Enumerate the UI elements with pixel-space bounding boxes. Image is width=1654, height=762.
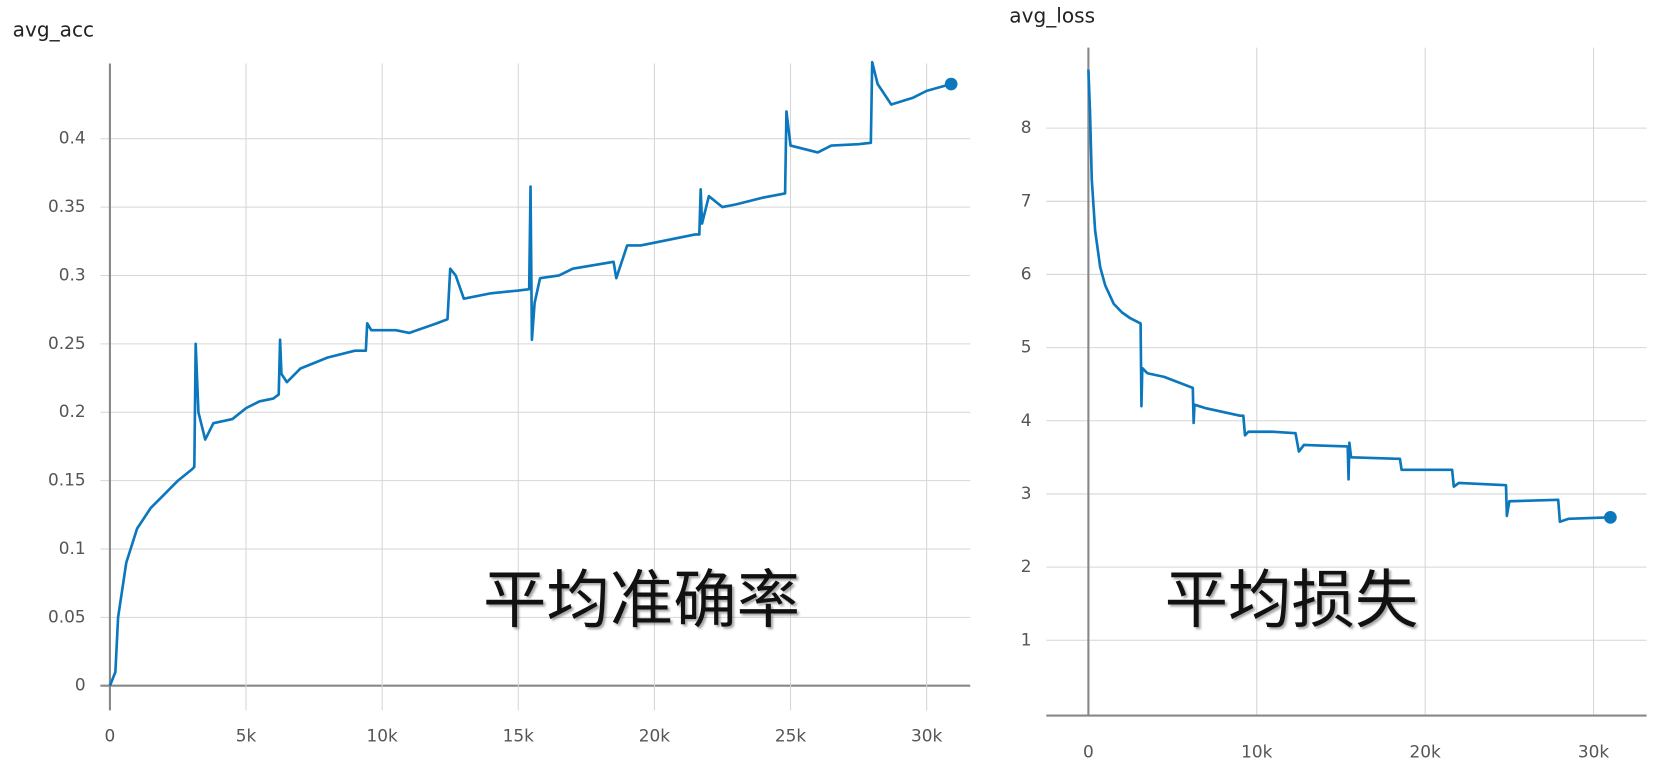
y-tick-label: 0.15 [48, 470, 86, 490]
y-tick-label: 0.4 [59, 128, 86, 148]
end-point [944, 77, 958, 91]
line [1087, 69, 1611, 524]
x-tick-label: 20k [639, 726, 670, 746]
annotation: 平均损失 [1165, 563, 1419, 637]
y-tick-label: 4 [1021, 410, 1032, 430]
y-tick-label: 6 [1021, 263, 1032, 283]
y-tick-label: 0.25 [48, 333, 86, 353]
annotation: 平均准确率 [483, 563, 800, 637]
y-tick-label: 0.05 [48, 606, 86, 626]
x-tick-label: 0 [1083, 742, 1094, 758]
end-point [1604, 511, 1617, 524]
chart-title: avg_loss [1009, 4, 1095, 28]
x-tick-label: 25k [775, 726, 806, 746]
y-tick-label: 8 [1021, 117, 1032, 137]
y-tick-label: 0.3 [59, 264, 86, 284]
x-tick-label: 10k [367, 726, 398, 746]
x-tick-label: 30k [1578, 742, 1609, 758]
y-tick-label: 1 [1021, 629, 1032, 649]
y-tick-label: 0.35 [48, 196, 86, 216]
x-tick-label: 30k [911, 726, 942, 746]
y-tick-label: 7 [1021, 190, 1032, 210]
y-tick-label: 0 [75, 675, 86, 695]
x-tick-label: 5k [236, 726, 257, 746]
line [108, 60, 952, 687]
y-tick-label: 0.2 [59, 401, 86, 421]
chart-title: avg_acc [13, 17, 94, 41]
x-tick-label: 0 [105, 726, 116, 746]
x-tick-label: 10k [1241, 742, 1272, 758]
x-tick-label: 15k [503, 726, 534, 746]
y-tick-label: 5 [1021, 337, 1032, 357]
y-tick-label: 0.1 [59, 538, 86, 558]
y-tick-label: 2 [1021, 556, 1032, 576]
x-tick-label: 20k [1410, 742, 1441, 758]
y-tick-label: 3 [1021, 483, 1032, 503]
